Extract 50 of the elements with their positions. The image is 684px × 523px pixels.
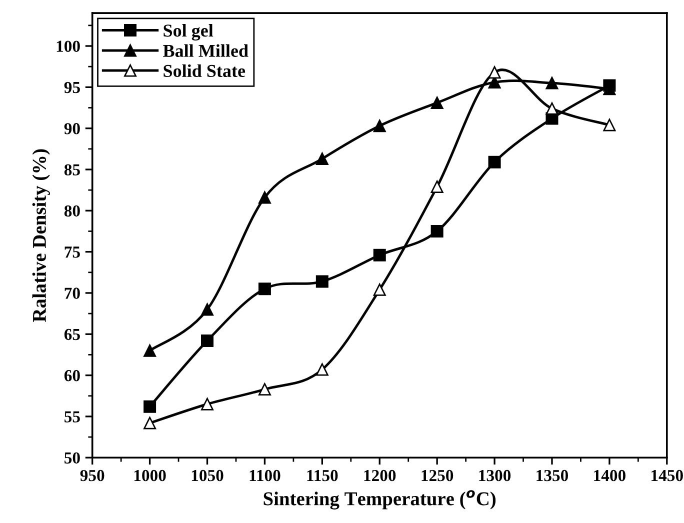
legend-label: Sol gel — [164, 24, 214, 41]
x-tick-label: 1250 — [422, 470, 454, 482]
y-tick-label: 60 — [64, 370, 80, 382]
point — [603, 118, 616, 132]
point — [546, 102, 558, 115]
x-tick-label: 1050 — [192, 470, 224, 482]
y-tick-label: 85 — [64, 164, 80, 176]
y-tick-label: 80 — [64, 205, 80, 217]
point — [430, 180, 444, 194]
y-axis-title: Ralative Density (%) — [32, 149, 50, 322]
point — [316, 275, 328, 288]
point — [373, 120, 386, 132]
y-tick-label: 65 — [64, 328, 80, 340]
point — [144, 400, 156, 413]
point — [258, 383, 271, 396]
y-tick-label: 50 — [64, 452, 80, 464]
point — [201, 303, 214, 316]
x-tick-label: 1350 — [536, 470, 568, 482]
legend-label: Solid State — [164, 64, 246, 78]
y-tick-label: 55 — [64, 411, 80, 422]
legend-label: Ball Milled — [163, 44, 248, 57]
x-tick-label: 1150 — [307, 470, 338, 482]
x-tick-label: 1000 — [134, 470, 166, 482]
x-tick-label: 1200 — [364, 470, 396, 482]
point — [258, 191, 271, 204]
point — [201, 334, 214, 347]
point — [258, 282, 271, 296]
point — [316, 152, 328, 166]
x-tick-label: 1300 — [479, 470, 511, 482]
point — [316, 363, 328, 376]
point — [488, 156, 501, 168]
point — [144, 416, 156, 430]
x-axis-title: Sintering Temperature ($^{o}$C) — [264, 490, 496, 510]
x-tick-label: 950 — [80, 470, 104, 482]
point — [373, 283, 386, 296]
x-tick-label: 1100 — [250, 470, 280, 482]
y-tick-label: 100 — [56, 40, 80, 52]
point — [144, 344, 156, 357]
point — [430, 224, 444, 238]
point — [546, 76, 558, 90]
point — [430, 96, 444, 110]
x-tick-label: 1400 — [594, 470, 626, 482]
y-tick-label: 90 — [64, 123, 80, 134]
point — [373, 248, 386, 262]
y-tick-label: 95 — [64, 82, 80, 94]
x-tick-label: 1450 — [652, 470, 683, 482]
y-tick-label: 75 — [64, 246, 80, 258]
point — [201, 398, 214, 410]
y-tick-label: 70 — [64, 288, 80, 299]
point — [488, 66, 501, 79]
